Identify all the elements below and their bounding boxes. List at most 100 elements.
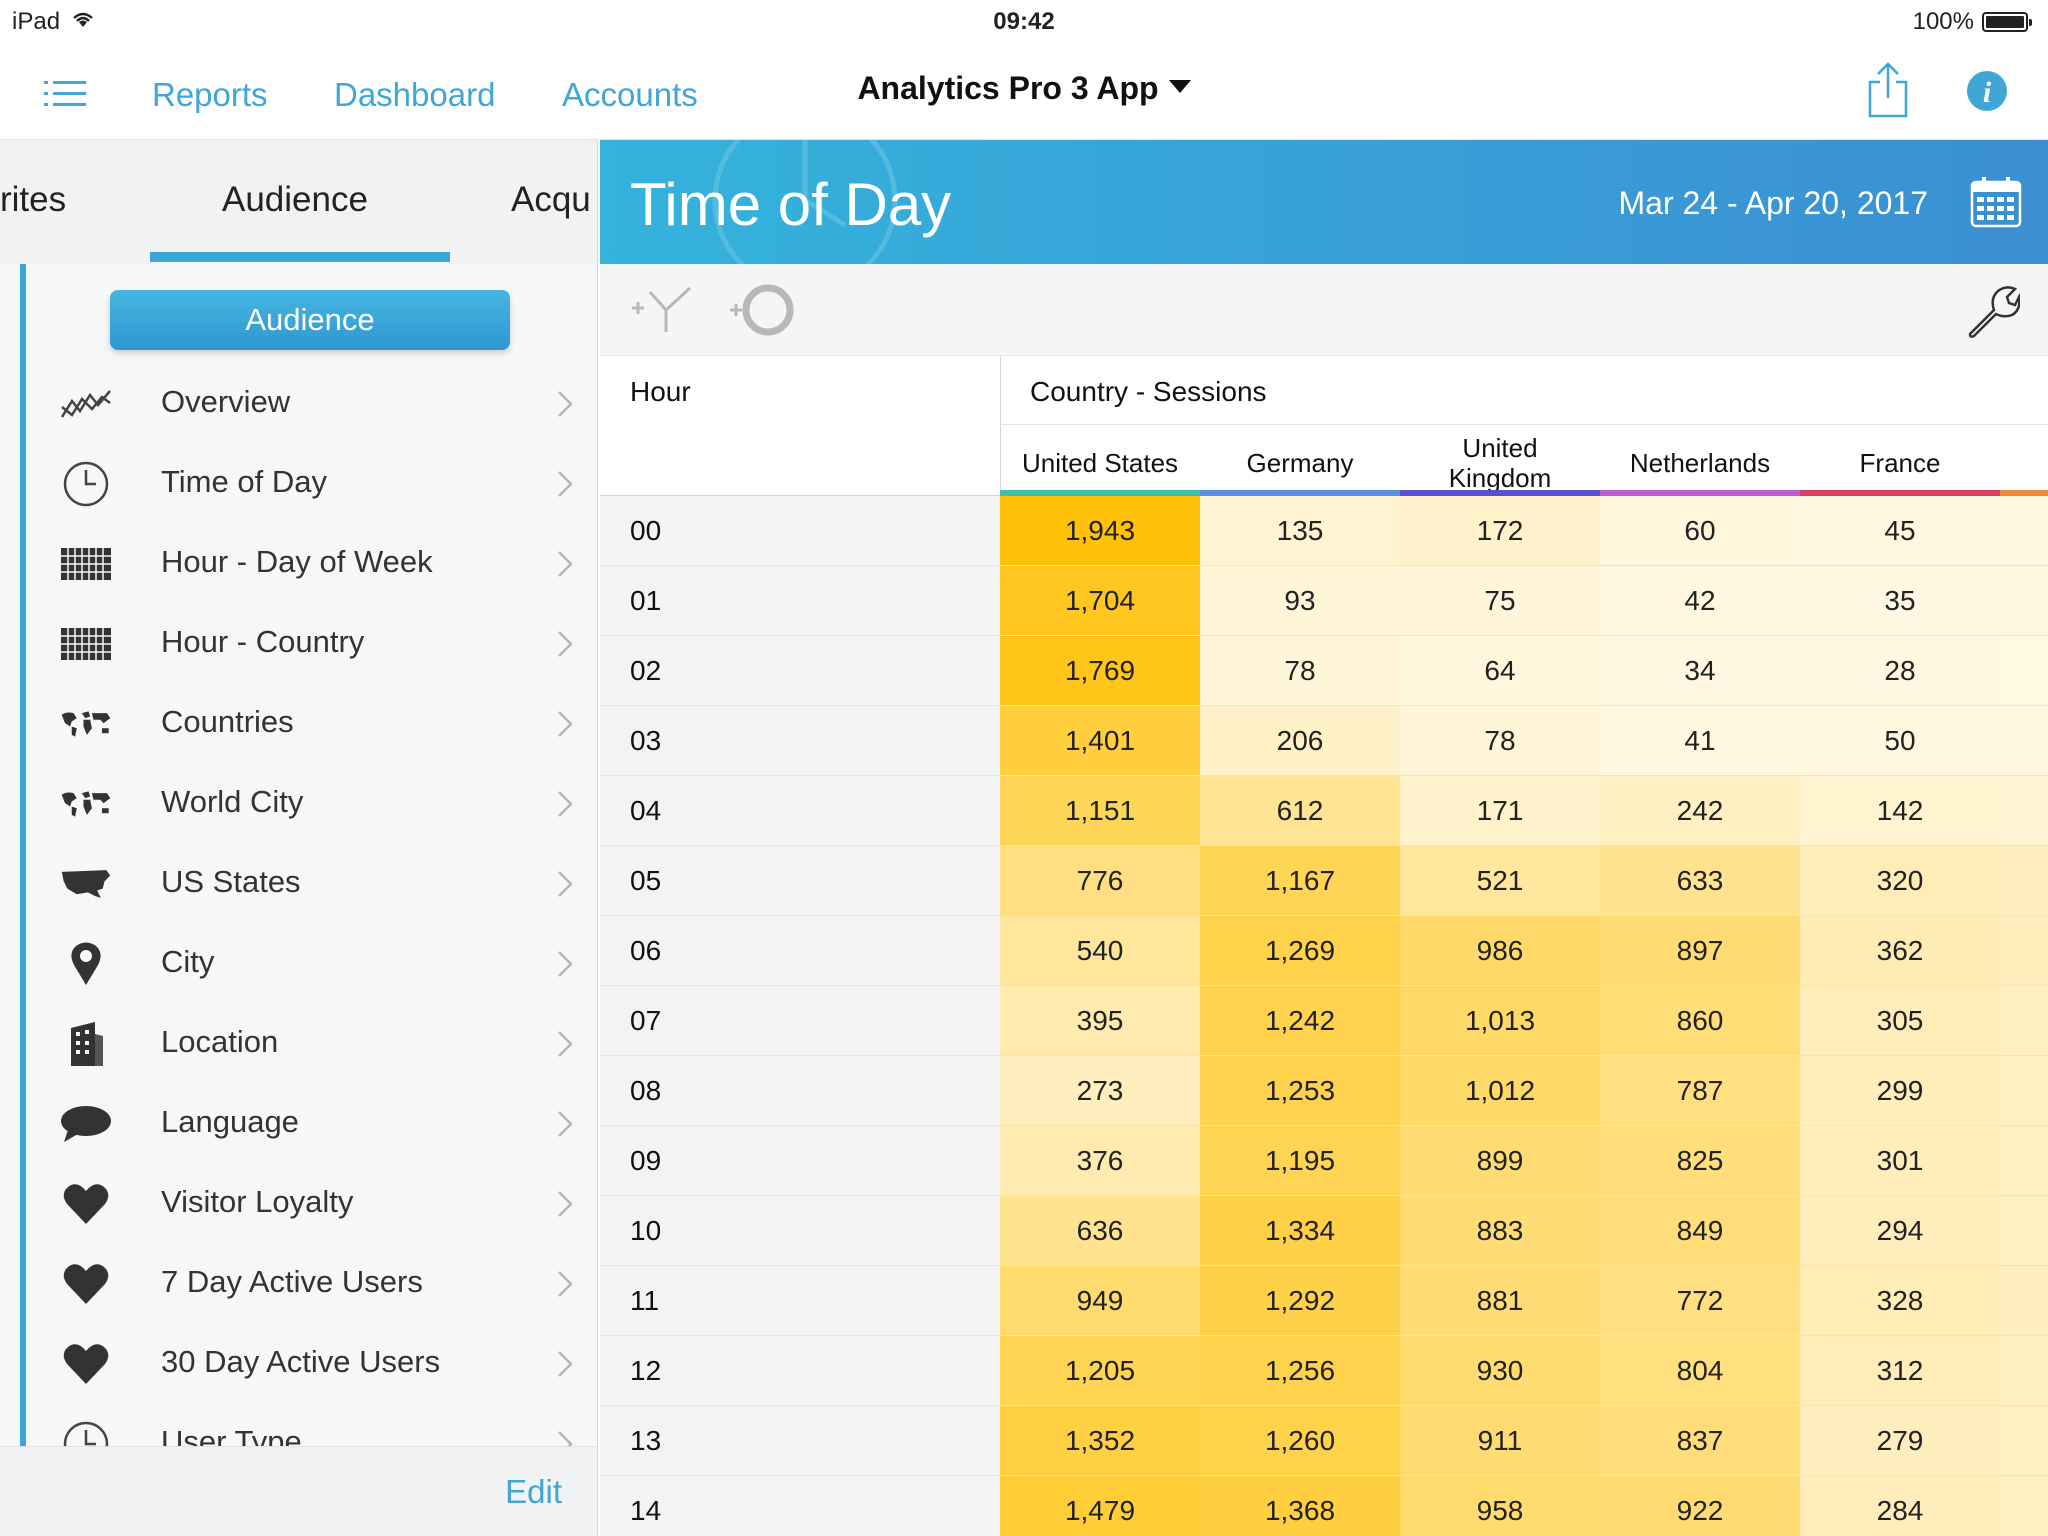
value-cell: 1,769 (1000, 636, 1200, 705)
hour-cell: 14 (600, 1476, 1000, 1536)
menu-item-world-city[interactable]: World City (26, 764, 597, 844)
menu-item-label: Time of Day (161, 464, 327, 499)
menu-item-countries[interactable]: Countries (26, 684, 597, 764)
add-compare-icon[interactable] (728, 282, 794, 343)
menu-item-visitor-loyalty[interactable]: Visitor Loyalty (26, 1164, 597, 1244)
table-row[interactable]: 10 636 1,334 883 849 294 (600, 1196, 2048, 1266)
app-selector[interactable]: Analytics Pro 3 App (0, 70, 2048, 107)
menu-item-hour-country[interactable]: Hour - Country (26, 604, 597, 684)
column-header-netherlands[interactable]: Netherlands (1600, 430, 1800, 496)
nav-accounts[interactable]: Accounts (562, 76, 698, 113)
grid-icon (60, 540, 112, 588)
table-row[interactable]: 04 1,151 612 171 242 142 (600, 776, 2048, 846)
menu-item-language[interactable]: Language (26, 1084, 597, 1164)
country-sessions-header: Country - Sessions (1030, 376, 1267, 407)
table-row[interactable]: 07 395 1,242 1,013 860 305 (600, 986, 2048, 1056)
heart-icon (60, 1260, 112, 1308)
menu-item-label: Language (161, 1104, 299, 1139)
menu-item-hour-day-of-week[interactable]: Hour - Day of Week (26, 524, 597, 604)
table-row[interactable]: 06 540 1,269 986 897 362 (600, 916, 2048, 986)
value-cell: 1,012 (1400, 1056, 1600, 1125)
value-cell: 60 (1600, 496, 1800, 565)
info-icon[interactable]: i (1966, 70, 2008, 117)
device-name: iPad (12, 8, 61, 35)
heart-icon (60, 1180, 112, 1228)
value-cell: 312 (1800, 1336, 2000, 1405)
column-header-label: United Kingdom (1448, 433, 1552, 493)
value-cell: 242 (1600, 776, 1800, 845)
value-cell: 1,205 (1000, 1336, 1200, 1405)
value-cell: 986 (1400, 916, 1600, 985)
value-cell: 1,256 (1200, 1336, 1400, 1405)
table-row[interactable]: 11 949 1,292 881 772 328 (600, 1266, 2048, 1336)
overflow-cell (2000, 636, 2048, 705)
active-tab-indicator (150, 252, 450, 262)
value-cell: 1,269 (1200, 916, 1400, 985)
overflow-cell (2000, 1126, 2048, 1195)
menu-item-label: 7 Day Active Users (161, 1264, 423, 1299)
menu-item-overview[interactable]: Overview (26, 364, 597, 444)
table-row[interactable]: 08 273 1,253 1,012 787 299 (600, 1056, 2048, 1126)
column-header-united-states[interactable]: United States (1000, 430, 1200, 496)
left-footer: Edit (0, 1446, 597, 1536)
share-icon[interactable] (1866, 62, 1910, 123)
value-cell: 142 (1800, 776, 2000, 845)
date-range[interactable]: Mar 24 - Apr 20, 2017 (1618, 185, 1928, 221)
table-row[interactable]: 02 1,769 78 64 34 28 (600, 636, 2048, 706)
column-header-germany[interactable]: Germany (1200, 430, 1400, 496)
table-row[interactable]: 01 1,704 93 75 42 35 (600, 566, 2048, 636)
value-cell: 633 (1600, 846, 1800, 915)
report-header: Time of Day Mar 24 - Apr 20, 2017 (600, 140, 2048, 264)
nav-reports[interactable]: Reports (152, 76, 268, 113)
chevron-right-icon (556, 869, 574, 899)
value-cell: 35 (1800, 566, 2000, 635)
column-header-france[interactable]: France (1800, 430, 2000, 496)
extra-column-color-bar (2000, 490, 2048, 496)
menu-item-label: World City (161, 784, 304, 819)
menu-item-label: Hour - Day of Week (161, 544, 433, 579)
table-row[interactable]: 12 1,205 1,256 930 804 312 (600, 1336, 2048, 1406)
menu-item-us-states[interactable]: US States (26, 844, 597, 924)
column-header-united-kingdom[interactable]: United Kingdom (1400, 430, 1600, 496)
table-row[interactable]: 00 1,943 135 172 60 45 (600, 496, 2048, 566)
tab-acquisition[interactable]: Acqu (511, 180, 591, 219)
value-cell: 1,253 (1200, 1056, 1400, 1125)
edit-button[interactable]: Edit (505, 1473, 562, 1510)
map-pin-icon (60, 940, 112, 988)
value-cell: 881 (1400, 1266, 1600, 1335)
value-cell: 1,943 (1000, 496, 1200, 565)
menu-item-30-day-active-users[interactable]: 30 Day Active Users (26, 1324, 597, 1404)
hour-column-header[interactable]: Hour (630, 376, 691, 407)
column-color-bar (1000, 490, 1200, 496)
value-cell: 899 (1400, 1126, 1600, 1195)
value-cell: 776 (1000, 846, 1200, 915)
hour-cell: 03 (600, 706, 1000, 775)
battery-percent: 100% (1912, 8, 1974, 35)
menu-item-city[interactable]: City (26, 924, 597, 1004)
nav-dashboard[interactable]: Dashboard (334, 76, 496, 113)
tab-audience[interactable]: Audience (222, 180, 368, 219)
overflow-cell (2000, 986, 2048, 1055)
table-row[interactable]: 03 1,401 206 78 41 50 (600, 706, 2048, 776)
column-header-label: United States (1021, 448, 1179, 478)
hour-cell: 01 (600, 566, 1000, 635)
column-color-bar (1600, 490, 1800, 496)
list-icon[interactable] (44, 78, 88, 115)
tab-favorites[interactable]: rites (0, 180, 67, 219)
chevron-right-icon (556, 789, 574, 819)
menu-item-7-day-active-users[interactable]: 7 Day Active Users (26, 1244, 597, 1324)
clock: 09:42 (993, 8, 1055, 35)
audience-section-button[interactable]: Audience (110, 290, 510, 350)
table-row[interactable]: 13 1,352 1,260 911 837 279 (600, 1406, 2048, 1476)
table-row[interactable]: 14 1,479 1,368 958 922 284 (600, 1476, 2048, 1536)
table-row[interactable]: 09 376 1,195 899 825 301 (600, 1126, 2048, 1196)
report-toolbar (600, 264, 2048, 356)
add-segment-icon[interactable] (630, 286, 694, 339)
wrench-icon[interactable] (1966, 284, 2021, 343)
value-cell: 1,151 (1000, 776, 1200, 845)
value-cell: 273 (1000, 1056, 1200, 1125)
table-row[interactable]: 05 776 1,167 521 633 320 (600, 846, 2048, 916)
calendar-icon[interactable] (1970, 176, 2022, 233)
menu-item-time-of-day[interactable]: Time of Day (26, 444, 597, 524)
menu-item-location[interactable]: Location (26, 1004, 597, 1084)
